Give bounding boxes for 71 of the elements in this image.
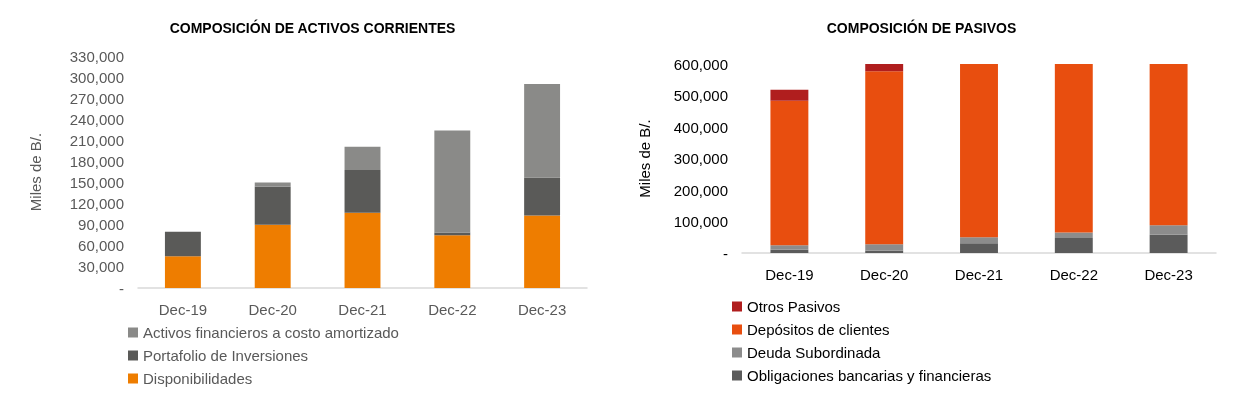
- legend-label: Depósitos de clientes: [747, 321, 890, 338]
- bar: [1054, 64, 1093, 233]
- x-tick-label: Dec-23: [1144, 266, 1193, 283]
- x-tick-label: Dec-21: [338, 301, 387, 318]
- y-tick-label: 500,000: [673, 87, 728, 104]
- bar: [254, 186, 291, 225]
- bar: [434, 235, 471, 288]
- bar: [524, 215, 561, 288]
- bar: [1054, 232, 1093, 238]
- bar: [254, 182, 291, 187]
- bar: [1149, 64, 1188, 226]
- bar: [164, 256, 201, 288]
- y-tick-label: 120,000: [69, 195, 124, 213]
- bar: [770, 245, 809, 250]
- legend-label: Deuda Subordinada: [747, 344, 882, 361]
- y-tick-label: -: [119, 279, 124, 297]
- y-tick-label: 90,000: [78, 216, 124, 234]
- y-tick-label: -: [723, 244, 728, 262]
- y-tick-label: 210,000: [69, 131, 124, 149]
- bar: [770, 100, 809, 246]
- legend-label: Otros Pasivos: [747, 298, 841, 315]
- bar: [434, 130, 471, 233]
- bar: [254, 224, 291, 288]
- chart-title: COMPOSICIÓN DE PASIVOS: [826, 19, 1017, 36]
- bar: [344, 212, 381, 288]
- bar: [865, 71, 904, 245]
- bar: [344, 146, 381, 170]
- bar: [770, 89, 809, 101]
- bar: [344, 169, 381, 213]
- y-tick-label: 400,000: [673, 118, 728, 136]
- y-tick-label: 60,000: [78, 237, 124, 255]
- y-tick-label: 30,000: [78, 258, 124, 276]
- bar: [960, 243, 998, 253]
- bar: [434, 232, 471, 236]
- y-tick-label: 180,000: [69, 152, 124, 170]
- bar: [865, 244, 904, 251]
- y-tick-label: 240,000: [69, 110, 124, 128]
- y-tick-label: 270,000: [69, 89, 124, 107]
- bar: [1054, 237, 1093, 253]
- bar: [960, 237, 998, 244]
- bar: [524, 84, 561, 178]
- y-tick-label: 300,000: [69, 68, 124, 86]
- y-tick-label: 300,000: [673, 150, 728, 167]
- legend-label: Obligaciones bancarias y financieras: [747, 367, 992, 384]
- bar: [1149, 225, 1188, 235]
- x-tick-label: Dec-22: [428, 301, 477, 318]
- bar: [865, 250, 904, 253]
- y-axis-title: Miles de B/.: [27, 132, 44, 212]
- y-axis-title: Miles de B/.: [636, 119, 653, 198]
- legend-label: Activos financieros a costo amortizado: [143, 324, 399, 341]
- legend-label: Portafolio de Inversiones: [143, 347, 309, 364]
- x-tick-label: Dec-21: [954, 266, 1004, 283]
- y-tick-label: 150,000: [69, 174, 124, 192]
- bar: [770, 249, 809, 253]
- bar: [1149, 234, 1188, 253]
- y-tick-label: 200,000: [673, 181, 728, 199]
- y-tick-label: 600,000: [673, 55, 728, 73]
- y-tick-label: 330,000: [69, 47, 124, 65]
- x-tick-label: Dec-19: [158, 301, 208, 318]
- x-tick-label: Dec-19: [765, 266, 814, 283]
- bar: [164, 231, 201, 257]
- bar: [960, 64, 998, 238]
- x-tick-label: Dec-23: [517, 301, 567, 318]
- bar: [865, 64, 904, 72]
- x-tick-label: Dec-22: [1049, 266, 1098, 283]
- y-tick-label: 100,000: [673, 213, 728, 230]
- chart-title: COMPOSICIÓN DE ACTIVOS CORRIENTES: [169, 19, 456, 36]
- bar: [524, 177, 561, 216]
- legend-label: Disponibilidades: [143, 370, 253, 387]
- x-tick-label: Dec-20: [248, 301, 297, 318]
- x-tick-label: Dec-20: [860, 266, 909, 283]
